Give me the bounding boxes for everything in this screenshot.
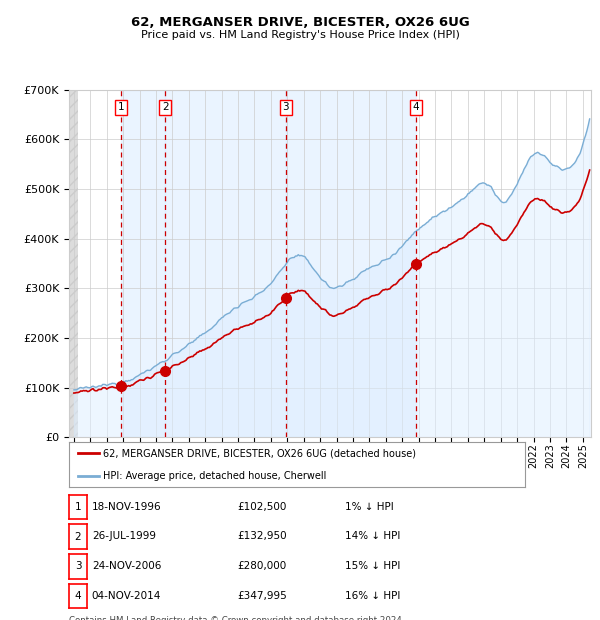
Text: 26-JUL-1999: 26-JUL-1999 (92, 531, 156, 541)
Bar (121, 90, 165, 437)
Text: 62, MERGANSER DRIVE, BICESTER, OX26 6UG (detached house): 62, MERGANSER DRIVE, BICESTER, OX26 6UG … (103, 448, 416, 458)
Text: 2: 2 (162, 102, 169, 112)
Text: £102,500: £102,500 (237, 502, 286, 512)
Text: £280,000: £280,000 (237, 561, 286, 571)
Text: HPI: Average price, detached house, Cherwell: HPI: Average price, detached house, Cher… (103, 471, 326, 480)
Text: 1: 1 (118, 102, 125, 112)
Text: 2: 2 (74, 531, 82, 542)
Bar (69, 90, 78, 437)
Text: 24-NOV-2006: 24-NOV-2006 (92, 561, 161, 571)
Text: 16% ↓ HPI: 16% ↓ HPI (345, 591, 400, 601)
Text: Contains HM Land Registry data © Crown copyright and database right 2024.
This d: Contains HM Land Registry data © Crown c… (69, 616, 404, 620)
Text: 04-NOV-2014: 04-NOV-2014 (92, 591, 161, 601)
Bar (286, 90, 416, 437)
Text: £347,995: £347,995 (237, 591, 287, 601)
Text: 1: 1 (74, 502, 82, 512)
Text: 62, MERGANSER DRIVE, BICESTER, OX26 6UG: 62, MERGANSER DRIVE, BICESTER, OX26 6UG (131, 16, 469, 29)
Text: 3: 3 (283, 102, 289, 112)
Text: 4: 4 (413, 102, 419, 112)
Text: 18-NOV-1996: 18-NOV-1996 (92, 502, 161, 512)
Text: 1% ↓ HPI: 1% ↓ HPI (345, 502, 394, 512)
Text: 3: 3 (74, 561, 82, 572)
Text: Price paid vs. HM Land Registry's House Price Index (HPI): Price paid vs. HM Land Registry's House … (140, 30, 460, 40)
Text: 14% ↓ HPI: 14% ↓ HPI (345, 531, 400, 541)
Text: 15% ↓ HPI: 15% ↓ HPI (345, 561, 400, 571)
Text: 4: 4 (74, 591, 82, 601)
Text: £132,950: £132,950 (237, 531, 287, 541)
Bar (165, 90, 286, 437)
